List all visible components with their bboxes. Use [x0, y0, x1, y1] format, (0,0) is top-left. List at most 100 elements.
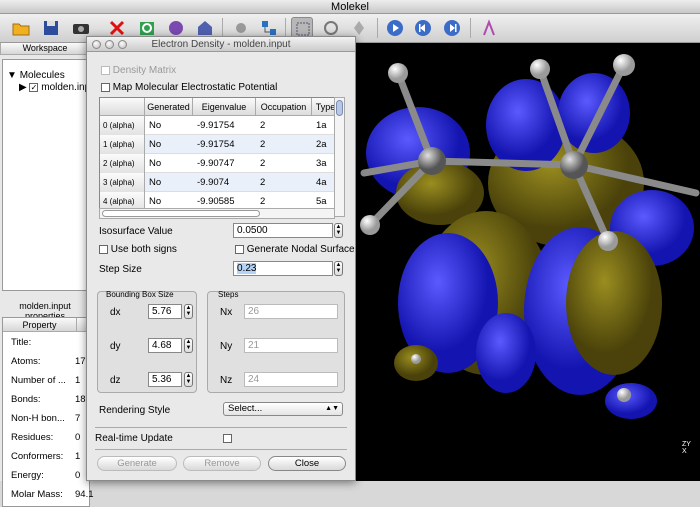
tree-item-molden[interactable]: ▶ ✓ molden.input — [19, 82, 99, 93]
column-generated[interactable]: Generated — [145, 98, 193, 116]
property-key: Title: — [11, 337, 32, 348]
dz-input[interactable]: 5.36 — [148, 372, 182, 387]
surface-icon[interactable] — [194, 17, 216, 39]
table-row[interactable]: 0 (alpha) No -9.91754 2 1a — [100, 116, 338, 135]
bounding-box-title: Bounding Box Size — [106, 290, 174, 299]
property-value: 1 — [75, 375, 81, 386]
zoom-window-icon[interactable] — [118, 40, 127, 49]
table-row[interactable]: 2 (alpha) No -9.90747 2 3a — [100, 154, 338, 173]
properties-table: Property Title: Atoms: 17 Number of ... 1 Bon… — [2, 317, 94, 507]
cell-type: 1a — [316, 120, 327, 131]
nz-input[interactable]: 24 — [244, 372, 338, 387]
dy-stepper[interactable]: ▲ ▼ — [184, 338, 193, 353]
cell-type: 2a — [316, 139, 327, 150]
camera-icon[interactable] — [70, 17, 92, 39]
property-key: Bonds: — [11, 394, 41, 405]
orbital-icon[interactable] — [165, 17, 187, 39]
atom-icon[interactable] — [230, 17, 252, 39]
table-row[interactable]: 3 (alpha) No -9.9074 2 4a — [100, 173, 338, 192]
molecule-render — [360, 54, 700, 419]
generate-button[interactable]: Generate — [97, 456, 177, 471]
window-title: Molekel — [0, 0, 700, 14]
row-header[interactable]: 4 (alpha) — [100, 192, 145, 211]
rendering-style-select[interactable]: Select... ▲▼ — [223, 402, 343, 416]
density-matrix-checkbox[interactable]: Density Matrix — [101, 65, 176, 76]
ny-input[interactable]: 21 — [244, 338, 338, 353]
column-occupation[interactable]: Occupation — [256, 98, 312, 116]
property-row: Residues: 0 — [11, 432, 91, 443]
dy-input[interactable]: 4.68 — [148, 338, 182, 353]
dz-stepper[interactable]: ▲ ▼ — [184, 372, 193, 387]
isosurface-label: Isosurface Value — [99, 226, 173, 237]
step-size-input[interactable]: 0.23 — [233, 261, 333, 276]
property-column-header[interactable]: Property — [3, 318, 77, 332]
select-arrows-icon: ▲▼ — [325, 405, 339, 412]
close-button[interactable]: Close — [268, 456, 346, 471]
remove-button[interactable]: Remove — [183, 456, 261, 471]
property-key: Residues: — [11, 432, 54, 443]
zoom-icon[interactable] — [320, 17, 342, 39]
minimize-window-icon[interactable] — [105, 40, 114, 49]
delete-icon[interactable] — [106, 17, 128, 39]
folder-icon[interactable] — [10, 17, 32, 39]
dx-stepper[interactable]: ▲ ▼ — [184, 304, 193, 319]
property-value: 94.1 — [75, 489, 94, 500]
column-type[interactable]: Type — [312, 98, 338, 116]
electron-density-dialog: Electron Density - molden.input Density … — [86, 36, 356, 481]
generate-nodal-checkbox[interactable]: Generate Nodal Surface — [235, 244, 355, 255]
dx-input[interactable]: 5.76 — [148, 304, 182, 319]
property-row: Conformers: 1 — [11, 451, 91, 462]
row-header[interactable]: 0 (alpha) — [100, 116, 145, 135]
use-both-signs-checkbox[interactable]: Use both signs — [99, 244, 177, 255]
isosurface-stepper[interactable]: ▲ ▼ — [334, 223, 343, 238]
grid-icon[interactable] — [258, 17, 280, 39]
bounding-box-group: Bounding Box Size dx 5.76 ▲ ▼ dy 4.68 ▲ ▼ … — [97, 290, 197, 393]
step-size-stepper[interactable]: ▲ ▼ — [334, 261, 343, 276]
cell-occ: 2 — [260, 196, 266, 207]
properties-title: molden.input properties — [19, 301, 71, 321]
realtime-update-checkbox[interactable] — [223, 434, 232, 443]
tree-root[interactable]: ▼ Molecules — [7, 70, 65, 81]
cell-type: 5a — [316, 196, 327, 207]
ny-label: Ny — [220, 341, 233, 352]
property-value: 0 — [75, 470, 81, 481]
cell-eig: -9.91754 — [197, 120, 235, 131]
expand-icon[interactable]: ▶ — [19, 82, 30, 93]
table-row[interactable]: 1 (alpha) No -9.91754 2 2a — [100, 135, 338, 154]
play-icon[interactable] — [384, 17, 406, 39]
property-key: Atoms: — [11, 356, 41, 367]
nx-input[interactable]: 26 — [244, 304, 338, 319]
cell-gen: No — [149, 158, 162, 169]
table-horizontal-scrollbar[interactable] — [99, 208, 335, 219]
molecule-viewer[interactable]: ZY X — [356, 43, 700, 481]
map-mep-checkbox[interactable]: Map Molecular Electrostatic Potential — [101, 82, 277, 93]
row-header[interactable]: 3 (alpha) — [100, 173, 145, 192]
column-eigenvalue[interactable]: Eigenvalue — [193, 98, 256, 116]
table-vertical-scrollbar[interactable] — [334, 97, 345, 217]
property-row: Energy: 0 — [11, 470, 91, 481]
property-key: Conformers: — [11, 451, 64, 462]
refresh-icon[interactable] — [136, 17, 158, 39]
close-window-icon[interactable] — [92, 40, 101, 49]
save-icon[interactable] — [40, 17, 62, 39]
dx-label: dx — [110, 307, 121, 318]
property-key: Molar Mass: — [11, 489, 63, 500]
cell-occ: 2 — [260, 120, 266, 131]
isosurface-input[interactable]: 0.0500 — [233, 223, 333, 238]
visibility-checkbox[interactable]: ✓ — [29, 82, 39, 92]
step-back-icon[interactable] — [412, 17, 434, 39]
rendering-style-label: Rendering Style — [99, 405, 171, 416]
cell-eig: -9.90747 — [197, 158, 235, 169]
realtime-update-label: Real-time Update — [95, 433, 173, 444]
color-icon[interactable] — [348, 17, 370, 39]
dialog-title: Electron Density - molden.input — [87, 37, 355, 52]
collapse-icon[interactable]: ▼ — [7, 70, 20, 81]
bond-tool-icon[interactable] — [478, 17, 500, 39]
row-header[interactable]: 2 (alpha) — [100, 154, 145, 173]
cell-occ: 2 — [260, 177, 266, 188]
row-header[interactable]: 1 (alpha) — [100, 135, 145, 154]
dy-label: dy — [110, 341, 121, 352]
tab-workspace[interactable]: Workspace — [0, 43, 90, 55]
cell-type: 4a — [316, 177, 327, 188]
step-forward-icon[interactable] — [441, 17, 463, 39]
